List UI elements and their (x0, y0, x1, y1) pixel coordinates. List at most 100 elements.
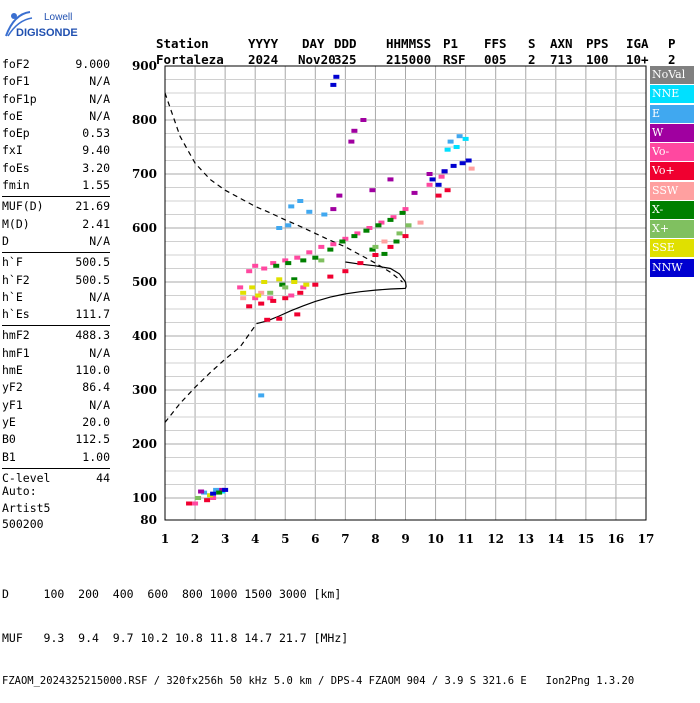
legend-item: X+ (650, 220, 694, 238)
echo-point (441, 169, 448, 174)
echo-point (369, 247, 376, 252)
echo-point (342, 269, 349, 274)
param-name: yF2 (2, 380, 23, 395)
echo-point (264, 317, 271, 322)
param-row: foEs 3.20 (2, 160, 110, 177)
echo-point (336, 193, 343, 198)
header-row1-cell: S (528, 36, 536, 51)
autoscaling-info: Auto: Artist5 500200 (2, 483, 50, 533)
echo-point (282, 285, 289, 290)
header-row2-cell: Nov20 (298, 52, 336, 67)
y-tick-label: 400 (132, 329, 157, 343)
param-name: D (2, 233, 9, 248)
legend-item: NNE (650, 85, 694, 104)
echo-point (312, 255, 319, 260)
param-value: N/A (89, 74, 110, 89)
param-row: B0 112.5 (2, 431, 110, 448)
echo-point (330, 207, 337, 212)
echo-point (282, 258, 289, 263)
param-row: h`E N/A (2, 289, 110, 306)
echo-point (276, 316, 283, 321)
param-row: yF1 N/A (2, 397, 110, 414)
echo-point (372, 253, 379, 257)
echo-point (387, 177, 394, 182)
echo-point (288, 204, 295, 209)
param-name: foE (2, 108, 23, 123)
param-name: yF1 (2, 397, 23, 412)
legend-item: W (650, 123, 694, 142)
digisonde-logo: Lowell DIGISONDE (4, 6, 88, 42)
echo-point (465, 158, 472, 163)
echo-point (240, 296, 247, 301)
header-row2-cell: 100 (586, 52, 609, 67)
echo-point (426, 172, 433, 176)
echo-point (258, 290, 265, 295)
echo-point (396, 231, 403, 236)
param-name: h`F2 (2, 272, 30, 287)
station-header: StationYYYYDAYDDDHHMMSSP1FFSSAXNPPSIGAPS… (140, 20, 683, 77)
echo-point (378, 220, 385, 225)
echo-point (411, 190, 418, 195)
echo-point (288, 293, 295, 298)
legend-item: SSE (650, 239, 694, 258)
echo-point (276, 277, 283, 282)
header-row1-cell: PPS (586, 36, 609, 51)
param-row: C-level 44 (2, 470, 110, 487)
y-tick-label: 200 (132, 437, 157, 451)
echo-point (216, 490, 223, 495)
echo-point (294, 255, 301, 260)
param-value: 500.5 (75, 255, 110, 270)
profile-line-extension-lower (164, 323, 258, 423)
ionogram-plot: 1 2 3 4 5 6 7 8 9 10 11 12 13 14 15 16 17801002003004005… (132, 59, 654, 546)
echo-point (366, 226, 373, 230)
echo-point (222, 487, 229, 492)
auto-label: Auto: (2, 484, 37, 498)
echo-point (447, 139, 454, 144)
echo-point (444, 188, 451, 193)
param-row: hmF2 488.3 (2, 327, 110, 344)
echo-point (195, 496, 202, 500)
echo-point (255, 293, 262, 298)
legend-item: NoVal (650, 66, 694, 84)
x-tick-label: 6 (311, 532, 319, 546)
echo-point (333, 74, 340, 79)
legend-item: Vo+ (650, 162, 694, 181)
param-name: B0 (2, 432, 16, 447)
param-separator (2, 325, 110, 327)
echo-point (321, 212, 328, 217)
y-tick-label: 700 (132, 167, 157, 181)
x-tick-label: 3 (221, 532, 229, 546)
param-value: 44 (96, 470, 110, 485)
header-row2-cell: 005 (484, 52, 507, 67)
param-row: foF1p N/A (2, 91, 110, 108)
logo-line1: Lowell (44, 12, 72, 23)
x-tick-label: 9 (401, 532, 409, 546)
param-name: foEs (2, 160, 30, 175)
param-value: N/A (89, 108, 110, 123)
profile-line-extension-upper (164, 92, 403, 283)
x-tick-label: 15 (578, 532, 595, 546)
param-separator (2, 196, 110, 198)
param-row: foF1 N/A (2, 73, 110, 90)
profile-line-profile (256, 261, 407, 325)
param-row: MUF(D) 21.69 (2, 198, 110, 215)
echo-point (399, 210, 406, 215)
echo-point (339, 239, 346, 244)
param-row: D N/A (2, 233, 110, 250)
param-value: N/A (89, 289, 110, 304)
param-row: h`F2 500.5 (2, 272, 110, 289)
header-table: StationYYYYDAYDDDHHMMSSP1FFSSAXNPPSIGAPS… (156, 36, 683, 67)
param-value: 1.55 (82, 178, 110, 193)
echo-point (417, 220, 424, 225)
echo-point (456, 134, 463, 139)
param-value: 9.40 (82, 143, 110, 158)
echo-point (267, 290, 274, 295)
param-value: 0.53 (82, 126, 110, 141)
param-value: N/A (89, 233, 110, 248)
echo-point (186, 501, 193, 506)
echo-point (306, 250, 313, 255)
param-value: N/A (89, 397, 110, 412)
header-row1-cell: DDD (334, 36, 357, 51)
echo-point (429, 177, 436, 182)
x-tick-label: 2 (191, 532, 199, 546)
